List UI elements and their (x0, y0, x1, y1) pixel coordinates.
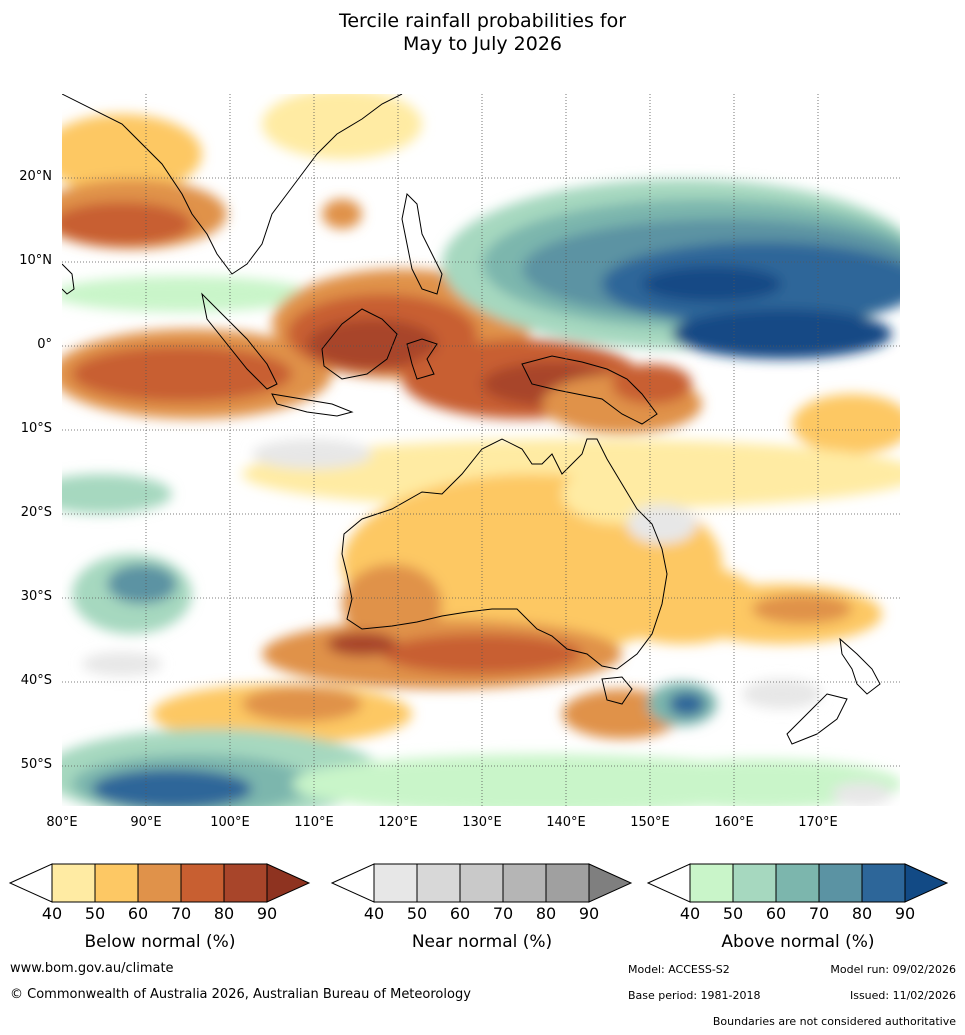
lat-label-40s: 40°S (20, 673, 52, 688)
below-tick: 40 (41, 904, 63, 923)
above-tick: 70 (808, 904, 830, 923)
above-swatch-4 (818, 863, 863, 903)
above-swatch-5 (861, 863, 906, 903)
title-line-1: Tercile rainfall probabilities for (338, 10, 627, 32)
above-tick: 80 (851, 904, 873, 923)
new-zealand-south-coastline (786, 693, 848, 745)
lat-label-20n: 20°N (19, 169, 52, 184)
below-tick: 50 (84, 904, 106, 923)
map-svg (62, 94, 900, 806)
below-swatch-3 (137, 863, 182, 903)
near-swatch-under (330, 863, 375, 903)
below-swatch-2 (94, 863, 139, 903)
map-title: Tercile rainfall probabilities for May t… (0, 10, 965, 56)
near-swatch-3 (459, 863, 504, 903)
sumatra-coastline (201, 292, 278, 390)
lon-label-150e: 150°E (630, 815, 670, 830)
lon-label-110e: 110°E (294, 815, 334, 830)
coastlines (62, 94, 881, 745)
near-tick: 40 (363, 904, 385, 923)
above-tick: 90 (894, 904, 916, 923)
lon-label-100e: 100°E (210, 815, 250, 830)
near-tick: 90 (578, 904, 600, 923)
australia-coastline (341, 438, 668, 670)
base-period-text: Base period: 1981-2018 (628, 989, 761, 1002)
near-swatch-over (588, 863, 633, 903)
lat-label-0: 0° (37, 337, 52, 352)
philippines-coastline (401, 192, 443, 295)
lat-label-20s: 20°S (20, 505, 52, 520)
near-tick: 60 (449, 904, 471, 923)
model-run-text: Model run: 09/02/2026 (830, 963, 956, 976)
near-tick: 80 (535, 904, 557, 923)
below-normal-label: Below normal (%) (84, 932, 236, 952)
above-tick: 40 (679, 904, 701, 923)
colorbar-below-normal (8, 863, 311, 903)
near-swatch-1 (373, 863, 418, 903)
new-zealand-north-coastline (839, 637, 881, 695)
lat-label-10s: 10°S (20, 421, 52, 436)
lon-label-160e: 160°E (714, 815, 754, 830)
above-tick: 60 (765, 904, 787, 923)
lon-label-90e: 90°E (130, 815, 162, 830)
sulawesi-coastline (406, 338, 438, 380)
near-tick: 70 (492, 904, 514, 923)
above-normal-label: Above normal (%) (721, 932, 875, 952)
near-normal-label: Near normal (%) (411, 932, 553, 952)
above-swatch-1 (689, 863, 734, 903)
model-text: Model: ACCESS-S2 (628, 963, 730, 976)
lon-label-120e: 120°E (378, 815, 418, 830)
rainfall-probability-map (62, 94, 900, 806)
lon-label-140e: 140°E (546, 815, 586, 830)
near-swatch-5 (545, 863, 590, 903)
below-swatch-over (266, 863, 311, 903)
near-tick: 50 (406, 904, 428, 923)
above-tick: 50 (722, 904, 744, 923)
above-swatch-2 (732, 863, 777, 903)
copyright-text: © Commonwealth of Australia 2026, Austra… (10, 987, 471, 1002)
title-line-2: May to July 2026 (403, 33, 562, 55)
probability-field (62, 94, 900, 806)
lon-label-170e: 170°E (798, 815, 838, 830)
near-swatch-4 (502, 863, 547, 903)
above-swatch-under (646, 863, 691, 903)
lat-label-10n: 10°N (19, 253, 52, 268)
new-guinea-coastline (521, 355, 658, 425)
lat-label-50s: 50°S (20, 757, 52, 772)
below-swatch-5 (223, 863, 268, 903)
disclaimer-text: Boundaries are not considered authoritat… (712, 1015, 956, 1028)
java-coastline (271, 393, 354, 417)
above-swatch-3 (775, 863, 820, 903)
lon-label-80e: 80°E (46, 815, 78, 830)
website-link[interactable]: www.bom.gov.au/climate (10, 961, 174, 976)
below-tick: 90 (256, 904, 278, 923)
below-tick: 80 (213, 904, 235, 923)
borneo-coastline (321, 308, 398, 380)
colorbar-above-normal (646, 863, 949, 903)
below-swatch-4 (180, 863, 225, 903)
below-tick: 60 (127, 904, 149, 923)
above-swatch-over (904, 863, 949, 903)
near-swatch-2 (416, 863, 461, 903)
mainland-asia-coastline (62, 94, 403, 275)
tasmania-coastline (601, 676, 633, 705)
colorbar-near-normal (330, 863, 633, 903)
below-swatch-1 (51, 863, 96, 903)
issued-text: Issued: 11/02/2026 (849, 989, 956, 1002)
below-tick: 70 (170, 904, 192, 923)
below-swatch-under (8, 863, 53, 903)
lon-label-130e: 130°E (462, 815, 502, 830)
lat-label-30s: 30°S (20, 589, 52, 604)
india-sri-lanka-coastline (62, 263, 75, 295)
